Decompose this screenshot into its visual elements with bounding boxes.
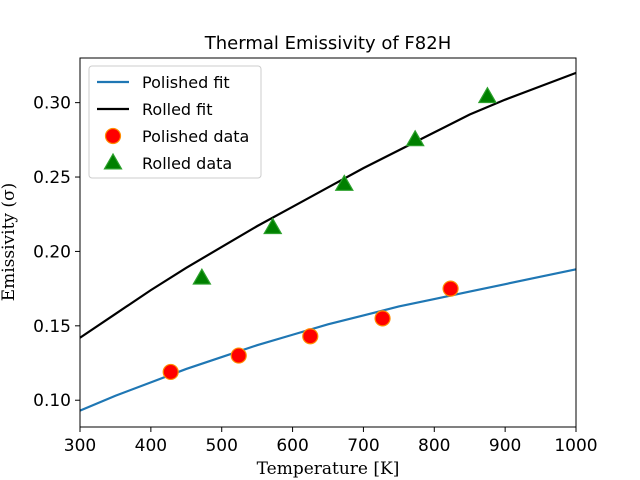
polished-data-point	[162, 363, 179, 381]
rolled-data-point	[477, 86, 498, 104]
legend: Polished fit Rolled fit Polished data Rolle…	[88, 65, 262, 179]
legend-swatch-rolled-data	[103, 152, 123, 170]
y-tick-label: 0.20	[33, 242, 71, 262]
polished-data-point	[302, 328, 319, 345]
chart-title: Thermal Emissivity of F82H	[204, 33, 451, 54]
x-tick-label: 1000	[554, 436, 597, 456]
x-tick-label: 500	[205, 436, 237, 456]
x-tick-label: 900	[489, 436, 521, 456]
polished-data-point	[230, 347, 247, 364]
rolled-data-point	[405, 129, 425, 147]
rolled-data-point	[334, 174, 354, 191]
y-tick-label: 0.15	[33, 317, 71, 337]
y-tick-label: 0.30	[33, 94, 71, 114]
polished-data-point	[374, 310, 391, 327]
x-tick-label: 400	[135, 436, 167, 456]
polished-data-point	[442, 280, 459, 297]
rolled-fit-line	[79, 71, 577, 339]
polished-fit-line	[79, 268, 577, 412]
legend-label-rolled-data: Rolled data	[142, 154, 232, 173]
y-axis-label: Emissivity (σ)	[0, 183, 19, 302]
x-tick-label: 300	[64, 436, 96, 456]
legend-box	[88, 65, 262, 179]
rolled-data-point	[263, 217, 283, 235]
y-tick-label: 0.10	[33, 391, 71, 411]
y-tick-label: 0.25	[33, 168, 71, 188]
x-tick-label: 700	[347, 436, 379, 456]
rolled-data-point	[192, 268, 212, 285]
x-axis-label: Temperature [K]	[257, 459, 400, 479]
x-tick-label: 600	[276, 436, 308, 456]
legend-label-polished-fit: Polished fit	[142, 73, 230, 92]
plot-frame	[79, 57, 577, 428]
x-tick-label: 800	[418, 436, 450, 456]
legend-label-rolled-fit: Rolled fit	[142, 100, 213, 119]
legend-swatch-polished-data	[104, 127, 122, 145]
legend-label-polished-data: Polished data	[142, 127, 249, 146]
